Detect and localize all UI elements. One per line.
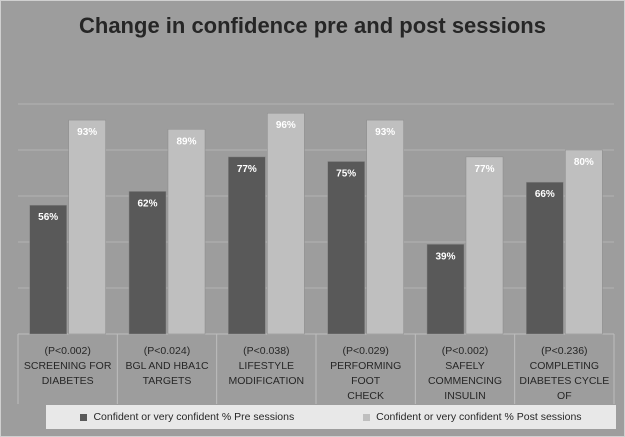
bar [267,112,305,335]
bar [128,191,167,335]
legend-swatch-post [363,413,371,421]
data-label: 89% [176,136,196,147]
bar [167,129,206,335]
category-name-line: INSULIN [444,390,486,402]
category-label: (P<0.024) BGL AND HBA1C TARGETS [117,344,217,389]
category-name-line: TARGETS [142,375,192,387]
category-p-value: (P<0.024) [143,345,191,357]
bar [29,204,67,335]
category-p-value: (P<0.002) [44,345,91,357]
bar [526,181,564,335]
data-label: 96% [276,120,296,131]
category-name-line: LIFESTYLE [238,360,295,372]
data-label: 39% [435,251,455,262]
data-label: 56% [38,212,58,223]
data-label: 66% [535,189,555,200]
category-name-line: SAFELY [445,360,485,372]
data-label: 80% [574,157,594,168]
data-label: 77% [237,164,257,175]
data-label: 62% [137,198,157,209]
legend-item-post: Confident or very confident % Post sessi… [363,411,582,423]
category-name-line: MODIFICATION [228,375,305,387]
bar [228,156,266,335]
category-p-value: (P<0.029) [342,345,389,357]
category-name-line: PERFORMING FOOT [330,360,402,387]
category-p-value: (P<0.236) [541,345,588,357]
category-p-value: (P<0.002) [441,345,489,357]
legend-label-pre: Confident or very confident % Pre sessio… [93,411,295,423]
category-label: (P<0.002) SAFELY COMMENCING INSULIN [415,344,515,404]
chart-title: Change in confidence pre and post sessio… [79,13,546,38]
category-label: (P<0.002) SCREENING FOR DIABETES [18,344,118,389]
category-p-value: (P<0.038) [243,345,290,357]
data-label: 77% [474,164,494,175]
legend-item-pre: Confident or very confident % Pre sessio… [80,411,294,423]
legend-swatch-pre [80,413,88,421]
category-name-line: CHECK [347,390,385,402]
legend: Confident or very confident % Pre sessio… [46,405,616,429]
category-name-line: BGL AND HBA1C [125,360,209,372]
legend-label-post: Confident or very confident % Post sessi… [376,411,582,423]
category-name-line: SCREENING FOR [23,360,112,372]
category-name-line: COMMENCING [427,375,503,387]
category-label: (P<0.029) PERFORMING FOOT CHECK [316,344,416,404]
bar [68,119,106,335]
bar [327,161,365,335]
bar [366,119,404,335]
bar [426,244,465,335]
category-name-line: DIABETES [41,375,94,387]
data-label: 93% [375,127,395,138]
category-name-line: COMPLETING [529,360,600,372]
category-name-line: DIABETES CYCLE OF [519,375,610,402]
data-label: 93% [77,127,97,138]
category-label: (P<0.038) LIFESTYLE MODIFICATION [216,344,316,389]
data-label: 75% [336,169,356,180]
bar [465,156,504,335]
bar [565,149,603,335]
